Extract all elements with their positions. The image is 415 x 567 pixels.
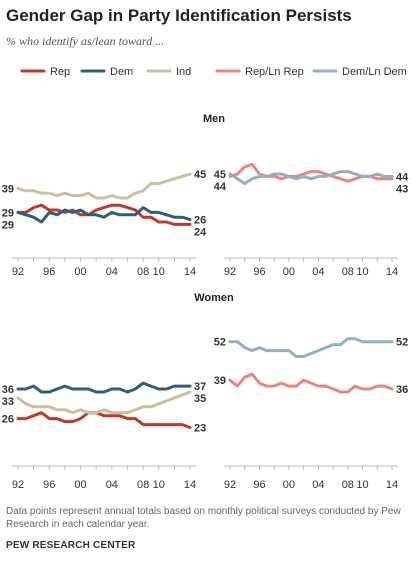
x-tick-label: 04 [106, 266, 118, 278]
end-value-label: 45 [194, 169, 206, 181]
x-tick-label: 00 [74, 266, 86, 278]
start-value-label: 29 [2, 207, 14, 219]
x-tick-label: 04 [312, 479, 324, 491]
series-line-dem [16, 381, 192, 394]
x-tick-label: 00 [283, 266, 295, 278]
series-line-ind [16, 172, 192, 200]
series-line-ind [16, 390, 192, 415]
x-tick-label: 10 [356, 479, 368, 491]
series-line-rep [16, 411, 192, 429]
x-tick-label: 10 [153, 266, 165, 278]
end-value-label: 35 [194, 393, 206, 405]
x-tick-label: 10 [153, 479, 165, 491]
chart-subtitle: % who identify as/lean toward ... [6, 34, 165, 48]
series-line-dem [16, 206, 192, 224]
start-value-label: 39 [2, 183, 14, 195]
end-value-label: 36 [396, 384, 408, 396]
end-value-label: 37 [194, 381, 206, 393]
series-line-dem-ln-dem [228, 337, 394, 358]
x-tick-label: 08 [137, 479, 149, 491]
end-value-label: 23 [194, 423, 206, 435]
source-credit: PEW RESEARCH CENTER [6, 540, 136, 551]
end-value-label: 44 [396, 171, 409, 183]
chart-title: Gender Gap in Party Identification Persi… [6, 6, 352, 25]
x-tick-label: 00 [283, 479, 295, 491]
start-value-label: 44 [214, 181, 227, 193]
series-line-rep [16, 203, 192, 226]
x-tick-label: 08 [342, 266, 354, 278]
chart-area: Rep Dem Ind Rep/Ln Rep Dem/Ln Dem Men Women 92 9… [2, 66, 409, 491]
x-tick-label: 92 [224, 266, 236, 278]
x-tick-label: 96 [43, 479, 55, 491]
start-value-label: 39 [214, 375, 226, 387]
x-tick-label: 14 [386, 266, 398, 278]
x-tick-label: 04 [106, 479, 118, 491]
x-tick-label: 92 [224, 479, 236, 491]
series-line-dem-ln-dem [228, 170, 394, 186]
start-value-label: 29 [2, 219, 14, 231]
x-tick-label: 14 [386, 479, 398, 491]
end-value-label: 24 [194, 227, 207, 239]
series-line-rep-ln-rep [228, 372, 394, 394]
legend-label: Dem [110, 66, 133, 78]
legend-label: Rep [50, 66, 70, 78]
section-heading-women: Women [194, 292, 234, 304]
footnote: Data points represent annual totals base… [6, 506, 401, 530]
start-value-label: 33 [2, 396, 14, 408]
start-value-label: 26 [2, 414, 14, 426]
section-heading-men: Men [203, 113, 225, 125]
x-tick-label: 92 [12, 266, 24, 278]
start-value-label: 52 [214, 337, 226, 349]
end-value-label: 26 [194, 215, 206, 227]
legend-label: Ind [176, 66, 191, 78]
end-value-label: 43 [396, 183, 408, 195]
end-value-label: 52 [396, 337, 408, 349]
x-tick-label: 10 [356, 266, 368, 278]
x-tick-label: 96 [253, 479, 265, 491]
x-tick-label: 00 [74, 479, 86, 491]
x-tick-label: 96 [43, 266, 55, 278]
x-tick-label: 04 [312, 266, 324, 278]
x-tick-label: 92 [12, 479, 24, 491]
legend-label: Dem/Ln Dem [342, 66, 407, 78]
legend-label: Rep/Ln Rep [245, 66, 304, 78]
start-value-label: 36 [2, 384, 14, 396]
x-tick-label: 08 [342, 479, 354, 491]
x-tick-label: 14 [184, 266, 196, 278]
start-value-label: 45 [214, 169, 226, 181]
x-tick-label: 96 [253, 266, 265, 278]
x-tick-label: 08 [137, 266, 149, 278]
x-tick-label: 14 [184, 479, 196, 491]
